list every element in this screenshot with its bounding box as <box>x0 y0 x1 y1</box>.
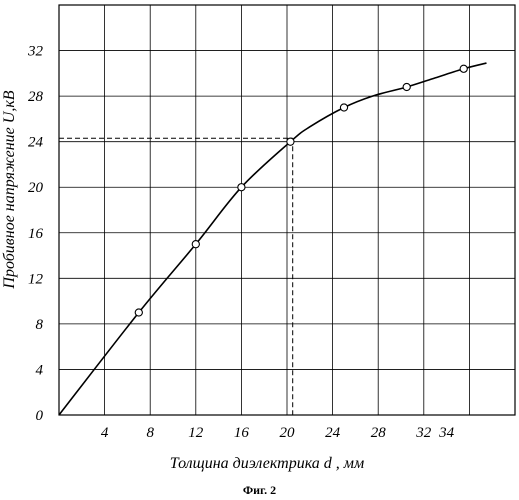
data-point <box>340 104 347 111</box>
x-tick-label: 8 <box>146 425 154 441</box>
x-tick-label: 12 <box>188 425 204 441</box>
x-tick-label: 4 <box>101 425 109 441</box>
y-tick-label: 32 <box>27 44 44 60</box>
figure-caption: Фиг. 2 <box>0 483 519 498</box>
x-tick-label: 24 <box>325 425 341 441</box>
data-point <box>403 83 410 90</box>
y-tick-label: 8 <box>36 317 44 333</box>
x-tick-label: 16 <box>234 425 250 441</box>
y-tick-label: 24 <box>28 135 44 151</box>
data-point <box>192 241 199 248</box>
x-tick-label: 28 <box>371 425 387 441</box>
x-tick-label: 20 <box>280 425 296 441</box>
x-axis-label: Толщина диэлектрика d , мм <box>170 455 364 472</box>
chart-svg: 4 8 12 16 20 24 28 32 34 0 4 8 12 16 20 24 28 32 Толщина д… <box>0 0 519 480</box>
data-point <box>287 138 294 145</box>
y-tick-label: 20 <box>28 180 44 196</box>
x-tick-label: 34 <box>438 425 455 441</box>
y-tick-label: 0 <box>36 408 44 424</box>
series-line <box>59 63 487 415</box>
y-tick-label: 4 <box>36 362 44 378</box>
data-point <box>238 184 245 191</box>
y-axis-label: Пробивное напряжение U,кВ <box>1 90 18 289</box>
x-tick-label: 32 <box>415 425 432 441</box>
y-tick-label: 16 <box>28 226 44 242</box>
data-point <box>460 65 467 72</box>
y-tick-label: 12 <box>28 271 44 287</box>
data-point <box>135 309 142 316</box>
y-tick-label: 28 <box>28 89 44 105</box>
